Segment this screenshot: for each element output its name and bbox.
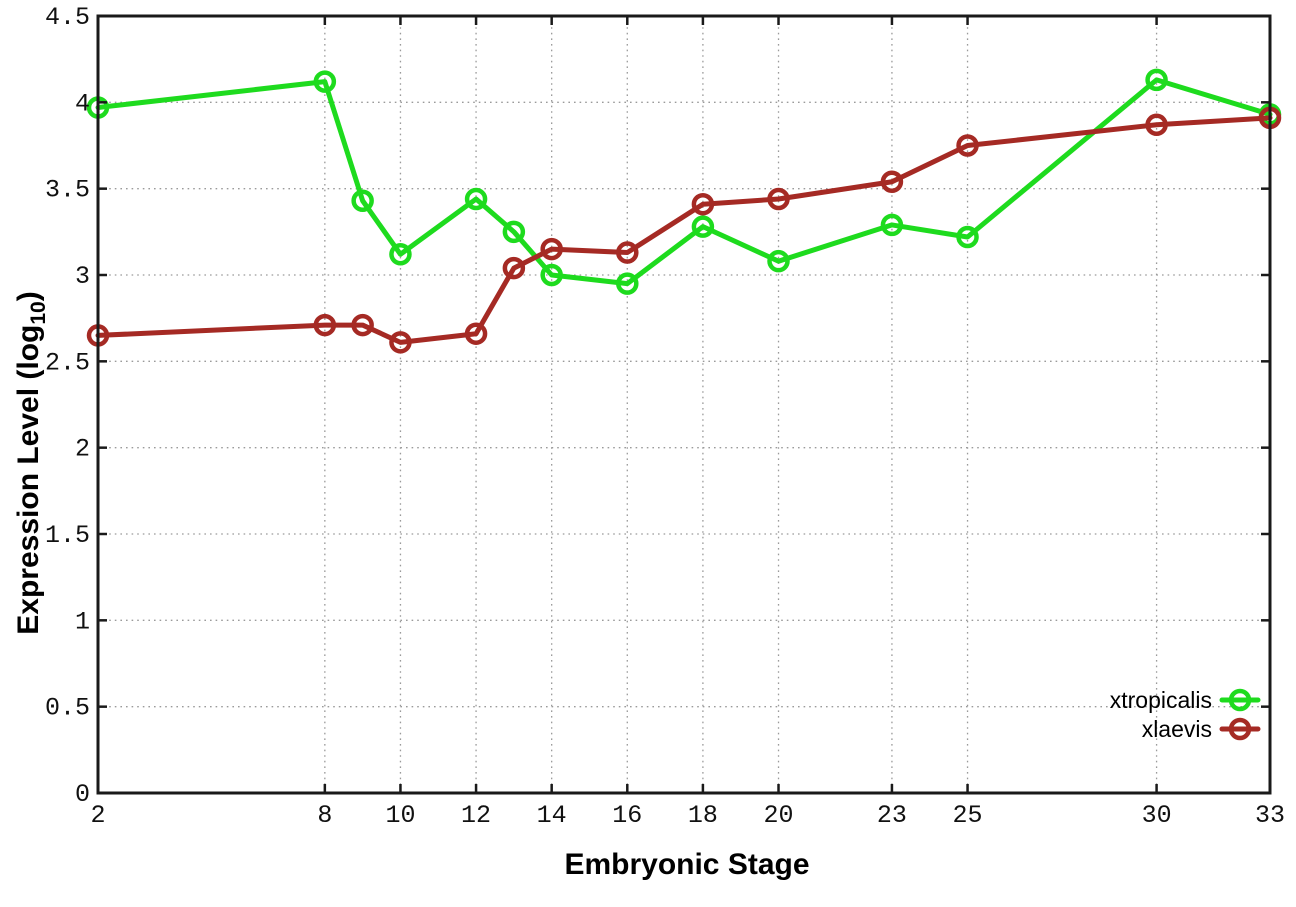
y-axis-title: Expression Level (log10) bbox=[12, 291, 50, 634]
data-point-xlaevis bbox=[502, 256, 526, 280]
legend-marker bbox=[1228, 717, 1252, 741]
series-line-xlaevis bbox=[95, 115, 1273, 345]
data-point-xlaevis bbox=[956, 134, 979, 157]
data-point-xtropicalis bbox=[1145, 68, 1168, 92]
legend: xtropicalis xlaevis bbox=[1110, 687, 1261, 742]
data-point-xlaevis bbox=[540, 237, 563, 261]
data-point-xlaevis bbox=[767, 187, 790, 211]
data-point-xlaevis bbox=[691, 192, 715, 216]
data-point-xtropicalis bbox=[502, 220, 526, 244]
plot-border bbox=[96, 14, 1272, 795]
y-tick-label: 2.5 bbox=[45, 348, 90, 377]
series-layer bbox=[86, 68, 1282, 354]
data-point-xtropicalis bbox=[616, 272, 639, 295]
y-tick-label: 1.5 bbox=[45, 521, 90, 550]
data-point-xlaevis bbox=[351, 313, 374, 337]
legend-marker bbox=[1228, 688, 1252, 712]
x-tick-label: 25 bbox=[953, 801, 983, 830]
x-tick-label: 14 bbox=[537, 801, 567, 830]
x-tick-label: 33 bbox=[1255, 801, 1285, 830]
data-point-xtropicalis bbox=[351, 189, 374, 213]
y-tick-label: 1 bbox=[75, 607, 90, 636]
y-tick-label: 3.5 bbox=[45, 176, 90, 205]
x-tick-label: 23 bbox=[877, 801, 907, 830]
x-tick-label: 16 bbox=[612, 801, 642, 830]
series-line-xtropicalis bbox=[95, 77, 1273, 287]
x-tick-label: 30 bbox=[1142, 801, 1172, 830]
tick-label-layer: 2 8 10 12 14 16 18 20 23 25 30 33 0 0.5 1 1.5 2 2.5 3 3.5 4 4… bbox=[45, 3, 1285, 830]
y-tick-label: 4.5 bbox=[45, 3, 90, 32]
y-tick-label: 3 bbox=[75, 262, 90, 291]
data-point-xtropicalis bbox=[767, 249, 790, 273]
x-tick-label: 20 bbox=[764, 801, 794, 830]
data-point-xtropicalis bbox=[313, 70, 337, 93]
legend-item-xtropicalis: xtropicalis bbox=[1110, 687, 1261, 713]
data-point-xtropicalis bbox=[540, 263, 563, 287]
x-tick-label: 8 bbox=[317, 801, 332, 830]
y-tick-label: 4 bbox=[75, 89, 90, 118]
legend-label: xlaevis bbox=[1142, 716, 1212, 742]
data-point-xlaevis bbox=[1145, 113, 1168, 137]
data-point-xlaevis bbox=[389, 331, 412, 354]
data-point-xtropicalis bbox=[691, 215, 715, 238]
x-axis-title: Embryonic Stage bbox=[564, 848, 809, 881]
legend-item-xlaevis: xlaevis bbox=[1142, 716, 1261, 742]
legend-label: xtropicalis bbox=[1110, 687, 1212, 713]
data-point-xtropicalis bbox=[389, 243, 412, 266]
data-point-xlaevis bbox=[616, 241, 639, 264]
y-tick-label: 2 bbox=[75, 435, 90, 464]
data-point-xlaevis bbox=[880, 170, 904, 194]
x-tick-label: 10 bbox=[385, 801, 415, 830]
x-tick-label: 2 bbox=[90, 801, 105, 830]
data-point-xlaevis bbox=[464, 322, 488, 345]
data-point-xtropicalis bbox=[956, 225, 979, 249]
axis-layer bbox=[96, 14, 1272, 795]
data-point-xtropicalis bbox=[464, 187, 488, 211]
data-point-xlaevis bbox=[313, 313, 337, 337]
x-tick-label: 18 bbox=[688, 801, 718, 830]
y-tick-label: 0.5 bbox=[45, 694, 90, 723]
x-tick-label: 12 bbox=[461, 801, 491, 830]
y-tick-label: 0 bbox=[75, 780, 90, 809]
data-point-xtropicalis bbox=[880, 213, 904, 237]
